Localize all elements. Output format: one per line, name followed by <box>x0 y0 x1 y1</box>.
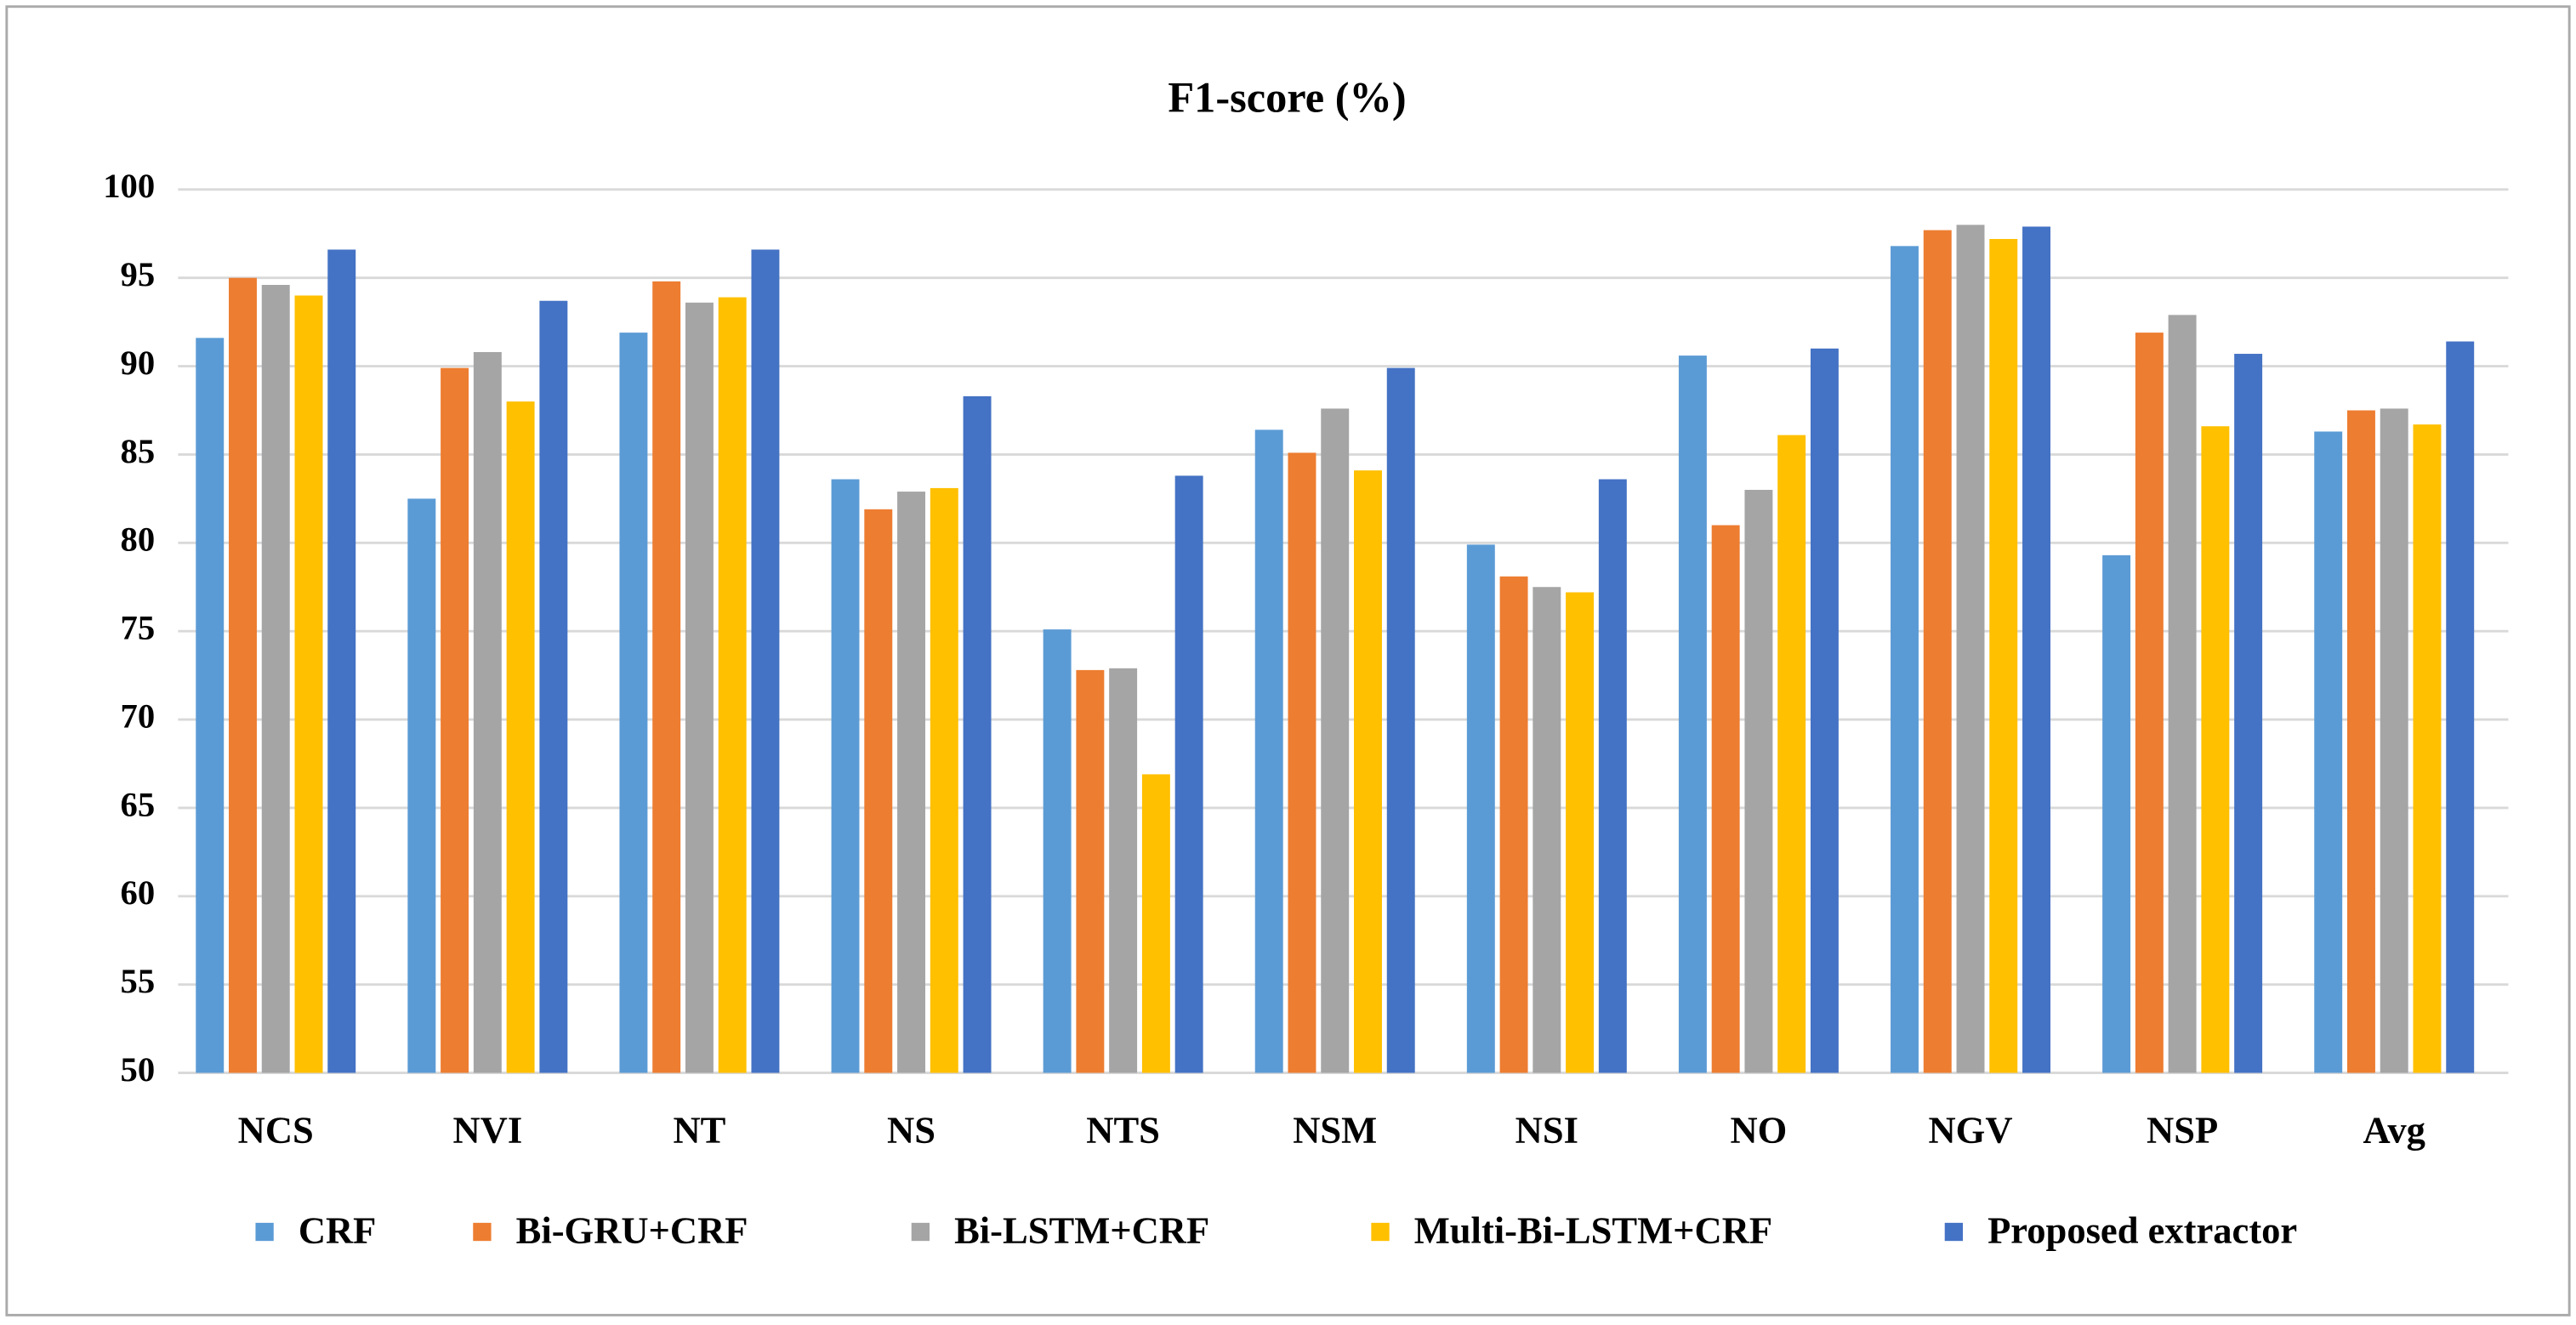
bar <box>2168 315 2197 1073</box>
x-tick-label: NCS <box>238 1108 314 1151</box>
legend-label: Bi-LSTM+CRF <box>954 1209 1209 1252</box>
bar <box>2380 408 2408 1073</box>
bar <box>1354 470 1382 1073</box>
bar <box>2022 226 2051 1073</box>
bar <box>2135 333 2164 1073</box>
bar <box>1989 239 2018 1073</box>
x-tick-label: NSI <box>1515 1108 1578 1151</box>
y-tick-label: 70 <box>121 697 156 735</box>
bar <box>1466 544 1495 1073</box>
y-tick-label: 75 <box>121 609 156 647</box>
y-tick-label: 60 <box>121 873 156 912</box>
bar <box>1891 246 1919 1073</box>
bar <box>751 249 780 1073</box>
y-tick-label: 100 <box>103 167 155 205</box>
bar <box>539 300 568 1073</box>
bar <box>1777 435 1806 1073</box>
bar <box>1533 587 1561 1073</box>
bar <box>473 351 502 1073</box>
y-tick-label: 95 <box>121 255 156 293</box>
bar <box>1566 592 1595 1073</box>
x-tick-label: NS <box>887 1108 935 1151</box>
bar <box>1174 475 1203 1073</box>
bar <box>1810 348 1839 1073</box>
bar <box>261 285 290 1073</box>
bar <box>2102 554 2131 1073</box>
bar <box>1254 429 1283 1073</box>
y-tick-label: 85 <box>121 432 156 470</box>
bar <box>1711 525 1740 1073</box>
bar <box>2314 431 2343 1073</box>
x-tick-label: Avg <box>2363 1108 2425 1151</box>
legend-marker <box>473 1222 492 1242</box>
bar <box>2446 341 2475 1073</box>
bar <box>1141 774 1170 1073</box>
bar <box>294 295 323 1073</box>
bar <box>897 492 926 1073</box>
bar <box>1678 355 1707 1073</box>
bar <box>2346 410 2375 1073</box>
x-tick-label: NGV <box>1929 1108 2013 1151</box>
y-tick-label: 80 <box>121 520 156 559</box>
bar <box>619 333 648 1073</box>
bar <box>2234 354 2263 1073</box>
bar <box>1288 452 1316 1073</box>
y-tick-label: 90 <box>121 344 156 382</box>
bar <box>1076 669 1105 1073</box>
x-tick-label: NO <box>1731 1108 1788 1151</box>
x-tick-label: NT <box>673 1108 725 1151</box>
bar <box>930 487 958 1073</box>
bar <box>1744 489 1773 1073</box>
bar <box>1321 408 1350 1073</box>
legend-label: CRF <box>299 1209 377 1252</box>
x-tick-label: NSP <box>2147 1108 2218 1151</box>
legend-marker <box>911 1222 930 1242</box>
bar <box>1499 576 1528 1073</box>
bar <box>407 498 436 1073</box>
bar <box>1043 629 1072 1073</box>
y-tick-label: 65 <box>121 785 156 823</box>
bar <box>1598 479 1627 1073</box>
bar <box>1956 225 1985 1073</box>
bar <box>2201 426 2230 1073</box>
legend-marker <box>1944 1222 1964 1242</box>
bar <box>685 302 714 1073</box>
bar <box>864 509 893 1073</box>
bar <box>2413 424 2442 1073</box>
chart-title: F1-score (%) <box>1168 74 1406 122</box>
legend-label: Bi-GRU+CRF <box>516 1209 748 1252</box>
bar <box>506 401 535 1073</box>
legend-marker <box>255 1222 274 1242</box>
bar <box>718 297 747 1073</box>
bar <box>1109 668 1138 1073</box>
legend-marker <box>1371 1222 1390 1242</box>
bar <box>831 479 860 1073</box>
legend-label: Proposed extractor <box>1987 1209 2297 1252</box>
bar <box>1923 230 1952 1073</box>
bar <box>229 277 257 1073</box>
bar <box>652 281 681 1073</box>
legend-label: Multi-Bi-LSTM+CRF <box>1414 1209 1772 1252</box>
x-tick-label: NVI <box>452 1108 522 1151</box>
bar <box>1386 367 1415 1073</box>
bar <box>963 395 992 1073</box>
x-tick-label: NTS <box>1086 1108 1160 1151</box>
x-tick-label: NSM <box>1293 1108 1377 1151</box>
bar <box>441 367 469 1073</box>
y-tick-label: 55 <box>121 962 156 1000</box>
y-tick-label: 50 <box>121 1050 156 1089</box>
bar <box>196 338 225 1073</box>
bar <box>327 249 356 1073</box>
